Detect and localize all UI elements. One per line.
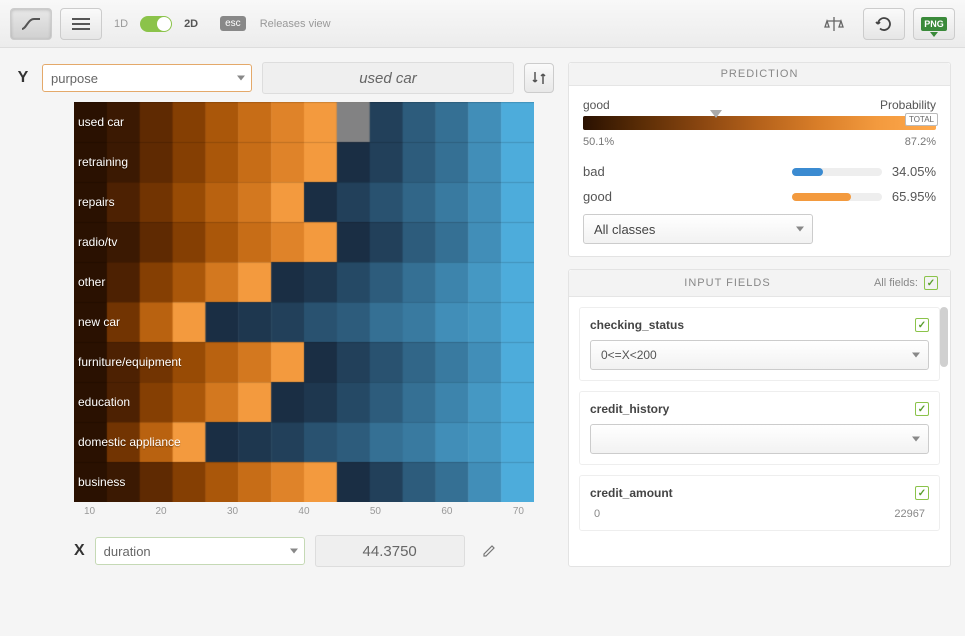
class-filter-dropdown[interactable]: All classes: [583, 214, 813, 244]
class-name: good: [583, 189, 792, 204]
pred-max: 87.2%: [905, 136, 936, 148]
class-bar: [792, 193, 882, 201]
x-tick: 50: [370, 506, 381, 517]
heatmap[interactable]: used carretrainingrepairsradio/tvotherne…: [74, 102, 534, 502]
y-field-dropdown[interactable]: purpose: [42, 64, 252, 92]
heatmap-row-labels: used carretrainingrepairsradio/tvotherne…: [72, 102, 181, 502]
esc-key-hint: esc: [220, 16, 246, 31]
heatmap-row-label: other: [72, 262, 181, 302]
x-field-dropdown[interactable]: duration: [95, 537, 305, 565]
heatmap-row-label: furniture/equipment: [72, 342, 181, 382]
heatmap-row-label: education: [72, 382, 181, 422]
x-tick: 40: [298, 506, 309, 517]
heatmap-row-label: used car: [72, 102, 181, 142]
pred-right-label: Probability: [880, 98, 936, 112]
x-tick: 30: [227, 506, 238, 517]
y-value-display: used car: [262, 62, 514, 94]
input-fields-header: INPUT FIELDS: [581, 277, 874, 289]
range-max: 22967: [894, 508, 925, 520]
prediction-gradient[interactable]: TOTAL: [583, 116, 936, 130]
heatmap-row-label: new car: [72, 302, 181, 342]
releases-hint: Releases view: [260, 18, 331, 30]
x-tick: 70: [513, 506, 524, 517]
field-select-value: 0<=X<200: [601, 348, 657, 362]
x-tick: 20: [155, 506, 166, 517]
y-axis-label: Y: [14, 69, 32, 87]
2d-label: 2D: [184, 18, 198, 30]
prediction-class-row: good 65.95%: [583, 189, 936, 204]
list-view-button[interactable]: [60, 8, 102, 40]
prediction-panel: PREDICTION good Probability TOTAL 50.1% …: [568, 62, 951, 257]
pred-min: 50.1%: [583, 136, 614, 148]
all-fields-checkbox[interactable]: ✓: [924, 276, 938, 290]
export-png-button[interactable]: PNG: [913, 8, 955, 40]
refresh-button[interactable]: [863, 8, 905, 40]
class-name: bad: [583, 164, 792, 179]
input-field-block: credit_amount✓ 0 22967: [579, 475, 940, 531]
balance-icon[interactable]: [813, 8, 855, 40]
heatmap-row-label: business: [72, 462, 181, 502]
x-value-display: 44.3750: [315, 535, 465, 567]
field-checkbox[interactable]: ✓: [915, 486, 929, 500]
x-axis-label: X: [74, 542, 85, 560]
field-select[interactable]: 0<=X<200: [590, 340, 929, 370]
x-field-value: duration: [104, 544, 151, 559]
heatmap-row-label: radio/tv: [72, 222, 181, 262]
x-tick: 60: [441, 506, 452, 517]
field-name: checking_status: [590, 318, 915, 332]
y-field-value: purpose: [51, 71, 98, 86]
range-min: 0: [594, 508, 600, 520]
scrollbar[interactable]: [940, 307, 948, 367]
edit-x-value-button[interactable]: [475, 537, 503, 565]
swap-axes-button[interactable]: [524, 63, 554, 93]
heatmap-row-label: repairs: [72, 182, 181, 222]
class-bar: [792, 168, 882, 176]
pred-left-label: good: [583, 98, 610, 112]
heatmap-row-label: domestic appliance: [72, 422, 181, 462]
total-badge: TOTAL: [905, 113, 938, 126]
class-filter-value: All classes: [594, 222, 655, 237]
dimension-toggle[interactable]: [140, 16, 172, 32]
field-name: credit_amount: [590, 486, 915, 500]
prediction-header: PREDICTION: [569, 63, 950, 86]
field-checkbox[interactable]: ✓: [915, 318, 929, 332]
toolbar: 1D 2D esc Releases view PNG: [0, 0, 965, 48]
prediction-class-row: bad 34.05%: [583, 164, 936, 179]
1d-label: 1D: [114, 18, 128, 30]
field-select[interactable]: [590, 424, 929, 454]
x-tick: 10: [84, 506, 95, 517]
class-pct: 65.95%: [892, 189, 936, 204]
field-name: credit_history: [590, 402, 915, 416]
input-fields-panel: INPUT FIELDS All fields: ✓ checking_stat…: [568, 269, 951, 567]
input-field-block: checking_status✓ 0<=X<200: [579, 307, 940, 381]
all-fields-label: All fields:: [874, 277, 918, 289]
x-axis-ticks: 10 20 30 40 50 60 70: [74, 506, 534, 517]
gradient-marker: [710, 110, 722, 118]
class-pct: 34.05%: [892, 164, 936, 179]
field-checkbox[interactable]: ✓: [915, 402, 929, 416]
curve-view-button[interactable]: [10, 8, 52, 40]
heatmap-row-label: retraining: [72, 142, 181, 182]
input-field-block: credit_history✓: [579, 391, 940, 465]
